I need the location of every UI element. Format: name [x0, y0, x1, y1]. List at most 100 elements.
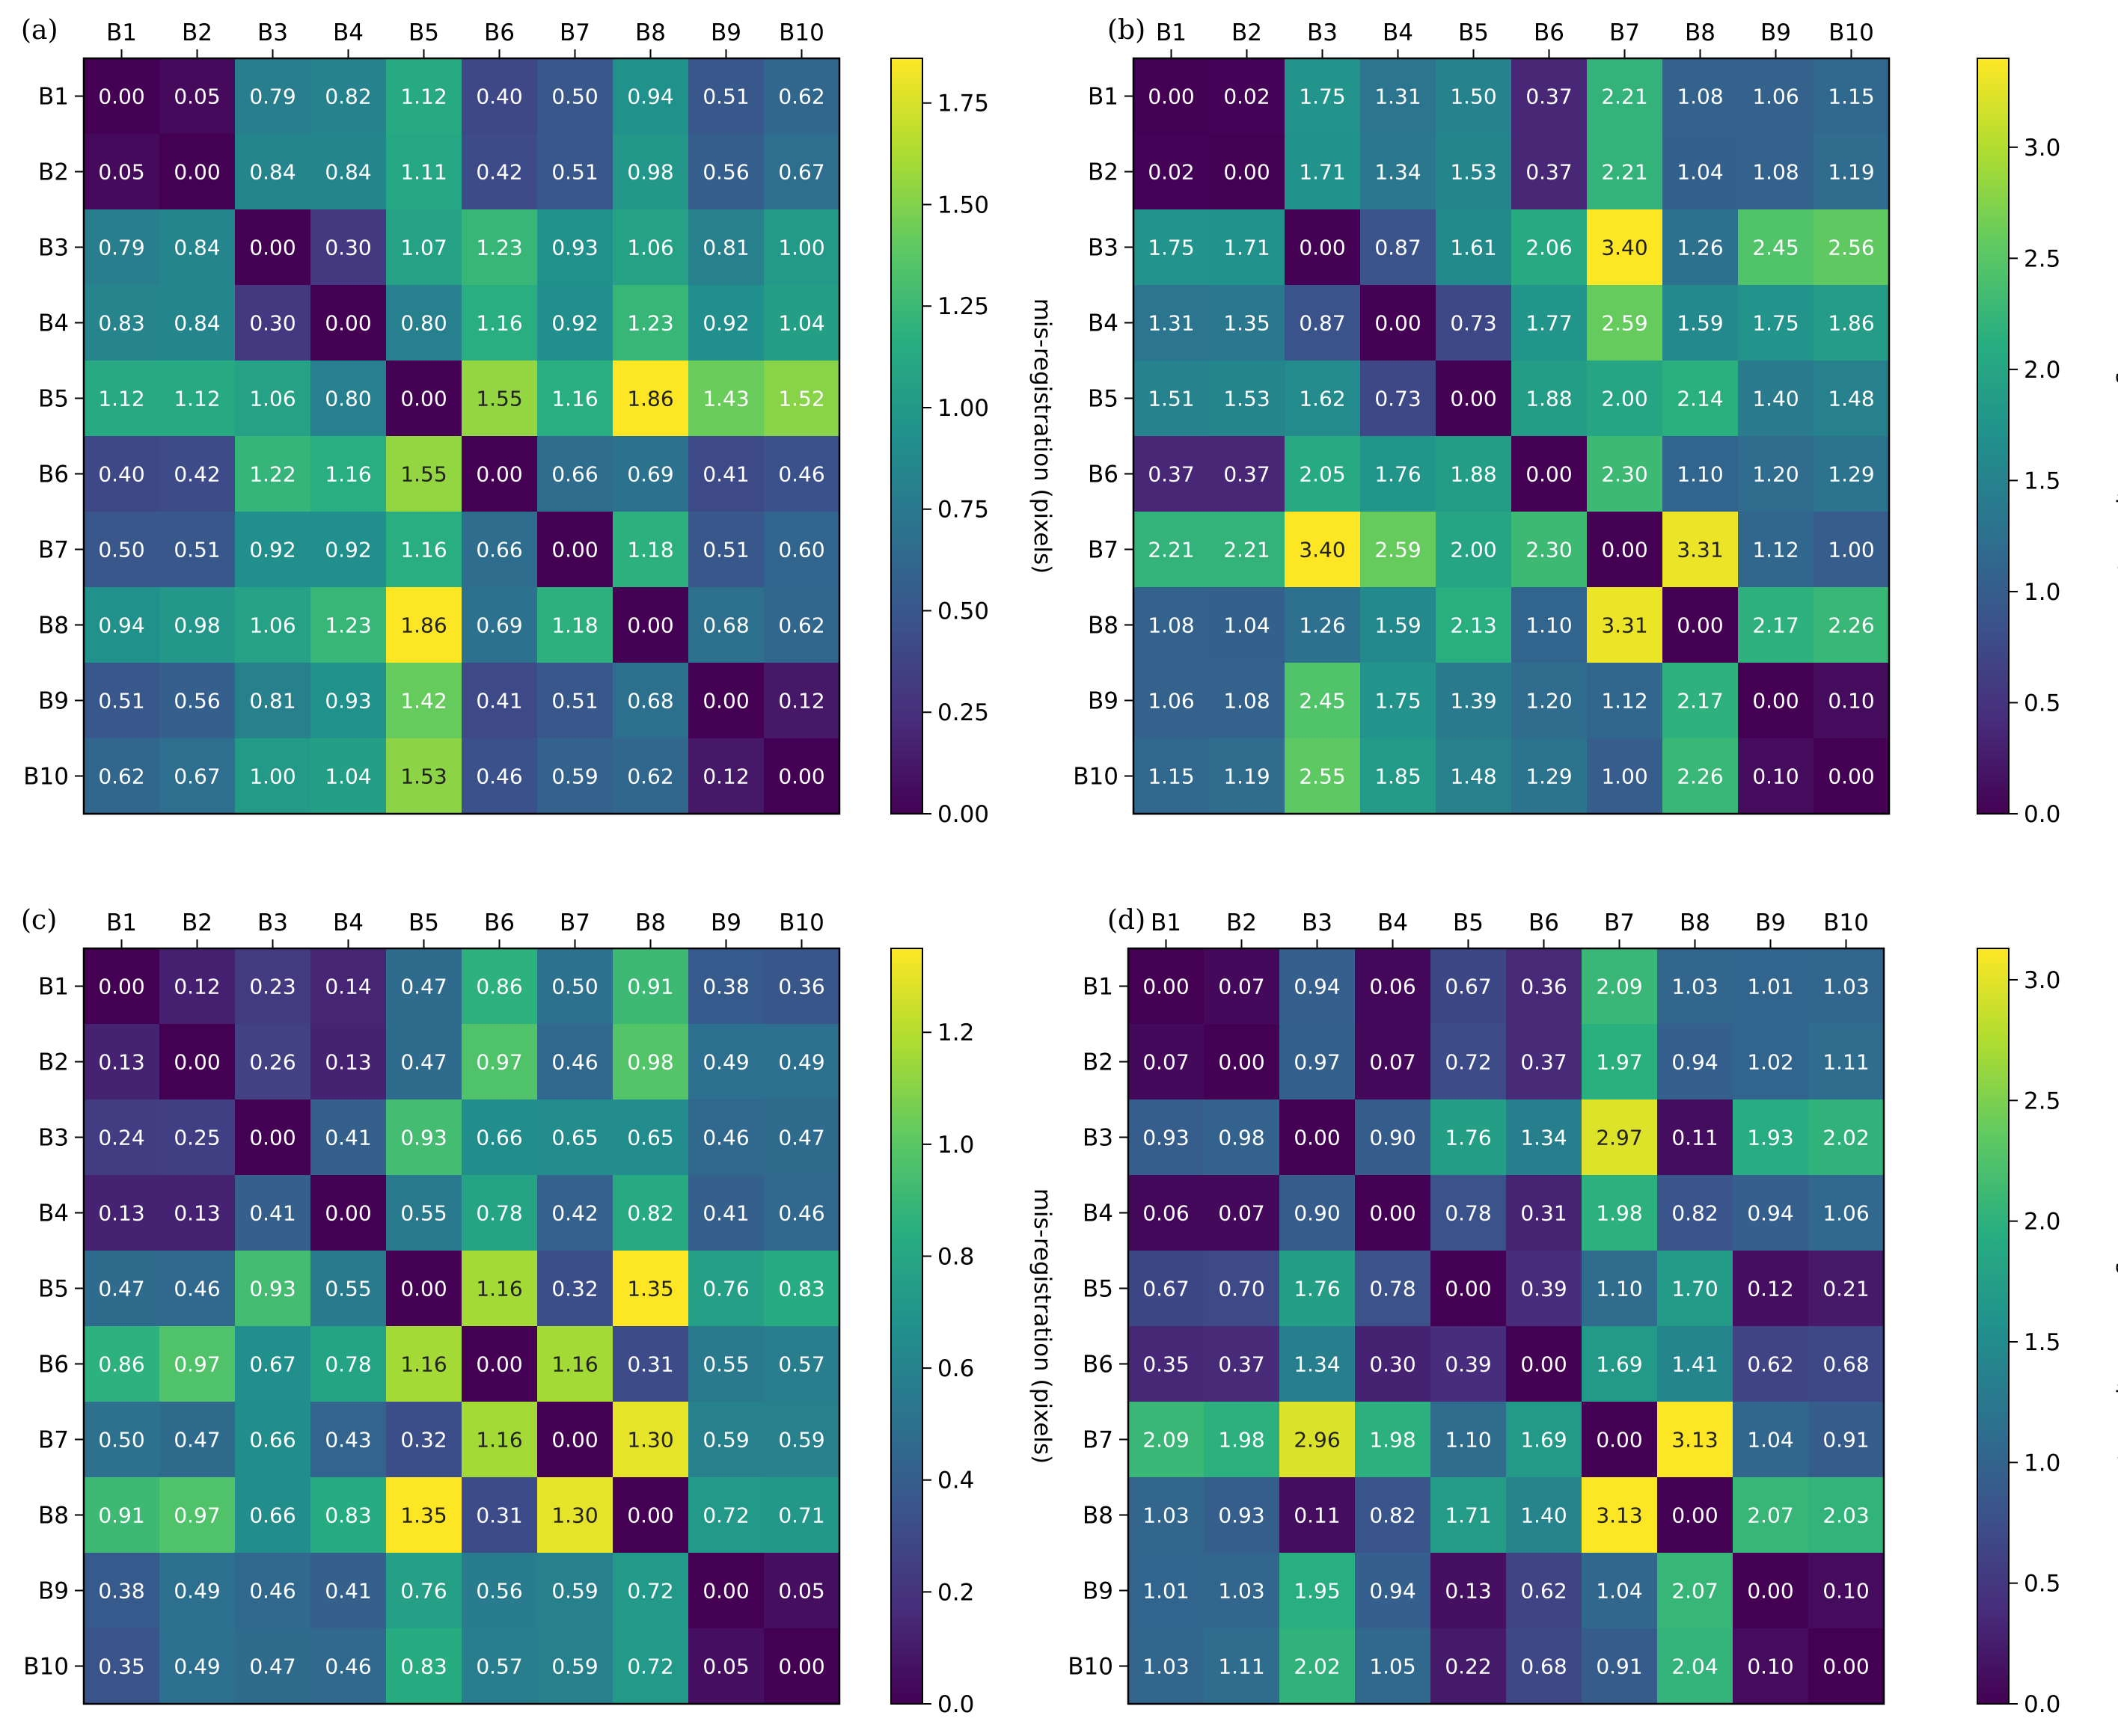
cell-value-label: 1.04 — [325, 764, 371, 789]
heatmap-cell — [688, 436, 765, 512]
cell-value-label: 1.08 — [1148, 613, 1194, 638]
heatmap-cell — [1204, 1175, 1280, 1251]
cell-value-label: 1.11 — [1822, 1050, 1869, 1075]
cell-value-label: 0.73 — [1450, 311, 1496, 336]
heatmap-cell — [1506, 1553, 1582, 1629]
cell-value-label: 0.13 — [174, 1201, 220, 1226]
heatmap-cell — [1814, 209, 1890, 286]
cell-value-label: 0.51 — [174, 538, 220, 562]
heatmap-cell — [235, 1477, 311, 1553]
cell-value-label: 0.49 — [174, 1579, 220, 1604]
heatmap-cell — [310, 436, 387, 512]
cell-value-label: 2.21 — [1148, 538, 1194, 562]
colorbar-label: mis-registration (pixels) — [1029, 1188, 1056, 1464]
cell-value-label: 0.83 — [778, 1277, 824, 1301]
cell-value-label: 0.21 — [1822, 1277, 1869, 1301]
y-tick-label: B4 — [38, 310, 69, 337]
heatmap-cell — [235, 1024, 311, 1100]
cell-value-label: 1.16 — [400, 1352, 447, 1377]
heatmap-cell — [764, 134, 840, 210]
heatmap-cell — [1582, 1024, 1658, 1100]
heatmap-cell — [1582, 1402, 1658, 1478]
heatmap-cell — [764, 948, 840, 1025]
heatmap-cell — [1436, 209, 1512, 286]
cell-value-label: 0.40 — [98, 462, 144, 487]
cell-value-label: 1.76 — [1294, 1277, 1340, 1301]
heatmap-cell — [84, 1553, 160, 1629]
cell-value-label: 1.69 — [1596, 1352, 1642, 1377]
cell-value-label: 1.12 — [1752, 538, 1799, 562]
cell-value-label: 0.00 — [551, 1428, 598, 1453]
cell-value-label: 0.37 — [1148, 462, 1194, 487]
heatmap-cell — [1814, 361, 1890, 437]
cell-value-label: 1.16 — [476, 1277, 522, 1301]
y-tick-label: B7 — [38, 1427, 69, 1454]
x-tick-label: B1 — [1151, 910, 1181, 936]
cell-value-label: 0.50 — [98, 1428, 144, 1453]
heatmap-cell — [613, 209, 689, 286]
heatmap-cell — [537, 738, 613, 815]
heatmap-cell — [1662, 285, 1739, 361]
heatmap-cell — [688, 58, 765, 135]
cell-value-label: 0.72 — [627, 1579, 673, 1604]
y-tick-label: B7 — [38, 537, 69, 564]
y-tick-label: B10 — [23, 764, 69, 791]
heatmap-cell — [1662, 134, 1739, 210]
cell-value-label: 1.18 — [627, 538, 673, 562]
cell-value-label: 2.07 — [1747, 1503, 1793, 1528]
heatmap-cell — [84, 1326, 160, 1402]
cell-value-label: 1.97 — [1596, 1050, 1642, 1075]
heatmap-cell — [613, 663, 689, 739]
heatmap-cell — [1279, 1477, 1356, 1553]
heatmap-cell — [310, 285, 387, 361]
x-tick-label: B4 — [1377, 910, 1408, 936]
cell-value-label: 1.29 — [1828, 462, 1874, 487]
cell-value-label: 1.76 — [1374, 462, 1421, 487]
heatmap-cell — [386, 1175, 462, 1251]
cell-value-label: 0.46 — [778, 462, 824, 487]
colorbar-tick-label: 2.5 — [2024, 1088, 2060, 1114]
cell-value-label: 0.49 — [778, 1050, 824, 1075]
heatmap-cell — [1506, 1099, 1582, 1176]
cell-value-label: 2.26 — [1677, 764, 1723, 789]
cell-value-label: 1.03 — [1142, 1654, 1189, 1679]
heatmap-cell — [1436, 587, 1512, 663]
colorbar-tick-label: 0.6 — [937, 1355, 974, 1382]
heatmap-cell — [1808, 1402, 1885, 1478]
heatmap-cell — [386, 1251, 462, 1327]
cell-value-label: 0.78 — [476, 1201, 522, 1226]
cell-value-label: 0.10 — [1828, 689, 1874, 714]
y-tick-label: B10 — [1068, 1654, 1113, 1681]
x-tick-label: B10 — [779, 910, 824, 936]
cell-value-label: 0.72 — [703, 1503, 749, 1528]
cell-value-label: 0.70 — [1218, 1277, 1264, 1301]
cell-value-label: 0.66 — [249, 1503, 296, 1528]
heatmap-cell — [84, 1099, 160, 1176]
heatmap-cell — [1814, 285, 1890, 361]
cell-value-label: 0.78 — [325, 1352, 371, 1377]
cell-value-label: 2.04 — [1671, 1654, 1718, 1679]
x-tick-label: B7 — [560, 910, 590, 936]
heatmap-cell — [764, 1099, 840, 1176]
heatmap-cell — [764, 436, 840, 512]
heatmap-frame — [82, 57, 841, 815]
heatmap-cell — [159, 512, 236, 588]
cell-value-label: 1.55 — [476, 387, 522, 411]
cell-value-label: 0.69 — [476, 613, 522, 638]
heatmap-cell — [1587, 361, 1663, 437]
heatmap-cell — [235, 1175, 311, 1251]
heatmap-cell — [1204, 1402, 1280, 1478]
cell-value-label: 2.17 — [1677, 689, 1723, 714]
heatmap-cell — [1204, 1628, 1280, 1705]
heatmap-cell — [386, 738, 462, 815]
cell-value-label: 0.66 — [476, 1126, 522, 1150]
heatmap-cell — [1808, 1553, 1885, 1629]
cell-value-label: 0.46 — [551, 1050, 598, 1075]
heatmap-cell — [386, 948, 462, 1025]
cell-value-label: 1.10 — [1596, 1277, 1642, 1301]
heatmap-cell — [1285, 663, 1361, 739]
heatmap-cell — [1204, 1251, 1280, 1327]
heatmap-cell — [537, 58, 613, 135]
heatmap-cell — [1808, 1477, 1885, 1553]
cell-value-label: 0.47 — [174, 1428, 220, 1453]
